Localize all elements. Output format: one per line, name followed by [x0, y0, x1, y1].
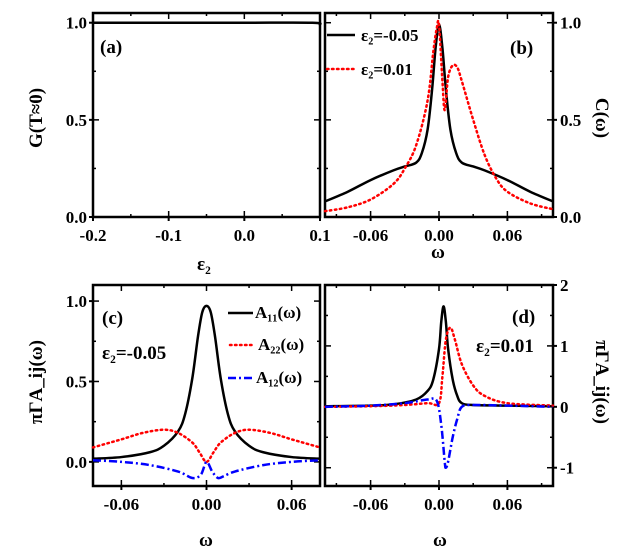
panel-c-label: (c): [102, 308, 123, 329]
panel-d-curves: [323, 305, 555, 470]
panel-a-ylabel: G(T≈0): [26, 88, 47, 148]
y-tick-label: 1: [560, 337, 569, 356]
y-tick-label: 1.0: [560, 14, 581, 33]
x-tick-label: -0.2: [80, 226, 107, 245]
y-tick-label: -1: [560, 459, 574, 478]
panel-c: -0.06 0.00 0.06 0.0 0.5 1.0 (c) ε₂=-0.05 A₁₁(…: [26, 283, 322, 551]
panel-b-xlabel: ω: [431, 242, 445, 263]
series-c-2: [92, 459, 321, 480]
y-tick-label: 0.0: [66, 208, 87, 227]
panel-c-ticks: [89, 285, 320, 490]
x-tick-label: -0.1: [155, 226, 182, 245]
x-tick-label: -0.06: [104, 495, 139, 514]
panel-c-annotation: ε₂=-0.05: [102, 343, 166, 364]
panel-b: -0.06 0.00 0.06 0.0 0.5 1.0 (b) ε₂=-0.05 ε₂=0…: [323, 11, 612, 263]
series-d-1: [323, 326, 555, 409]
legend-label-c-0: A₁₁(ω): [255, 303, 301, 322]
panel-a-ticklabels: -0.2 -0.1 0.0 0.1 0.0 0.5 1.0: [66, 14, 331, 245]
x-tick-label: 0.06: [493, 495, 523, 514]
series-b-1: [323, 19, 555, 213]
panel-b-legend: ε₂=-0.05 ε₂=0.01: [325, 26, 418, 79]
series-c-1: [91, 428, 322, 464]
panel-c-curves: [91, 304, 322, 480]
y-tick-label: 2: [560, 276, 569, 295]
y-tick-label: 0.0: [66, 453, 87, 472]
x-tick-label: 0.00: [424, 495, 454, 514]
x-tick-label: 0.0: [234, 226, 255, 245]
x-tick-label: -0.06: [353, 226, 388, 245]
legend-label-b-0: ε₂=-0.05: [361, 26, 418, 45]
legend-label-c-1: A₂₂(ω): [258, 335, 304, 354]
series-c-0: [92, 304, 321, 460]
y-tick-label: 0.5: [560, 111, 581, 130]
x-tick-label: 0.00: [424, 226, 454, 245]
panel-a-curves: [93, 21, 322, 26]
y-tick-label: 0.5: [66, 372, 87, 391]
x-tick-label: 0.06: [277, 495, 307, 514]
y-tick-label: 1.0: [66, 14, 87, 33]
x-tick-label: 0.00: [192, 495, 222, 514]
legend-label-b-1: ε₂=0.01: [361, 60, 413, 79]
panel-c-ticklabels: -0.06 0.00 0.06 0.0 0.5 1.0: [66, 292, 307, 514]
panel-b-ticklabels: -0.06 0.00 0.06 0.0 0.5 1.0: [353, 14, 581, 245]
legend-label-c-2: A₁₂(ω): [256, 368, 302, 387]
x-tick-label: -0.06: [353, 495, 388, 514]
y-tick-label: 0: [560, 398, 569, 417]
panel-a-xlabel: ε₂: [197, 254, 211, 275]
panel-a-label: (a): [100, 37, 122, 58]
panel-d-label: (d): [512, 307, 535, 328]
series-d-2: [324, 397, 554, 470]
panel-a: -0.2 -0.1 0.0 0.1 0.0 0.5 1.0 (a) ε₂ G(T≈0): [26, 11, 331, 275]
panel-d-ticklabels: -0.06 0.00 0.06 -1 0 1 2: [353, 276, 574, 514]
y-tick-label: 0.5: [66, 111, 87, 130]
panel-d: -0.06 0.00 0.06 -1 0 1 2 (d) ε₂=0.01 ω πΓA_ij(…: [323, 276, 612, 551]
panel-b-ticks: [325, 13, 557, 221]
x-tick-label: 0.06: [493, 226, 523, 245]
panel-c-ylabel: πΓA_ij(ω): [26, 340, 47, 424]
panel-c-legend: A₁₁(ω) A₂₂(ω) A₁₂(ω): [228, 303, 304, 387]
series-a-0: [93, 21, 322, 26]
panel-d-annotation: ε₂=0.01: [476, 336, 534, 357]
panel-c-xlabel: ω: [199, 530, 213, 551]
panel-d-ylabel: πΓA_ij(ω): [591, 340, 612, 424]
y-tick-label: 0.0: [560, 208, 581, 227]
x-tick-label: 0.1: [309, 226, 330, 245]
panel-a-ticks: [89, 13, 321, 221]
panel-b-ylabel: C(ω): [591, 98, 612, 138]
y-tick-label: 1.0: [66, 292, 87, 311]
panel-b-curves: [323, 19, 555, 213]
panel-a-frame: [91, 11, 322, 219]
panel-b-label: (b): [510, 38, 533, 59]
panel-d-xlabel: ω: [433, 530, 447, 551]
